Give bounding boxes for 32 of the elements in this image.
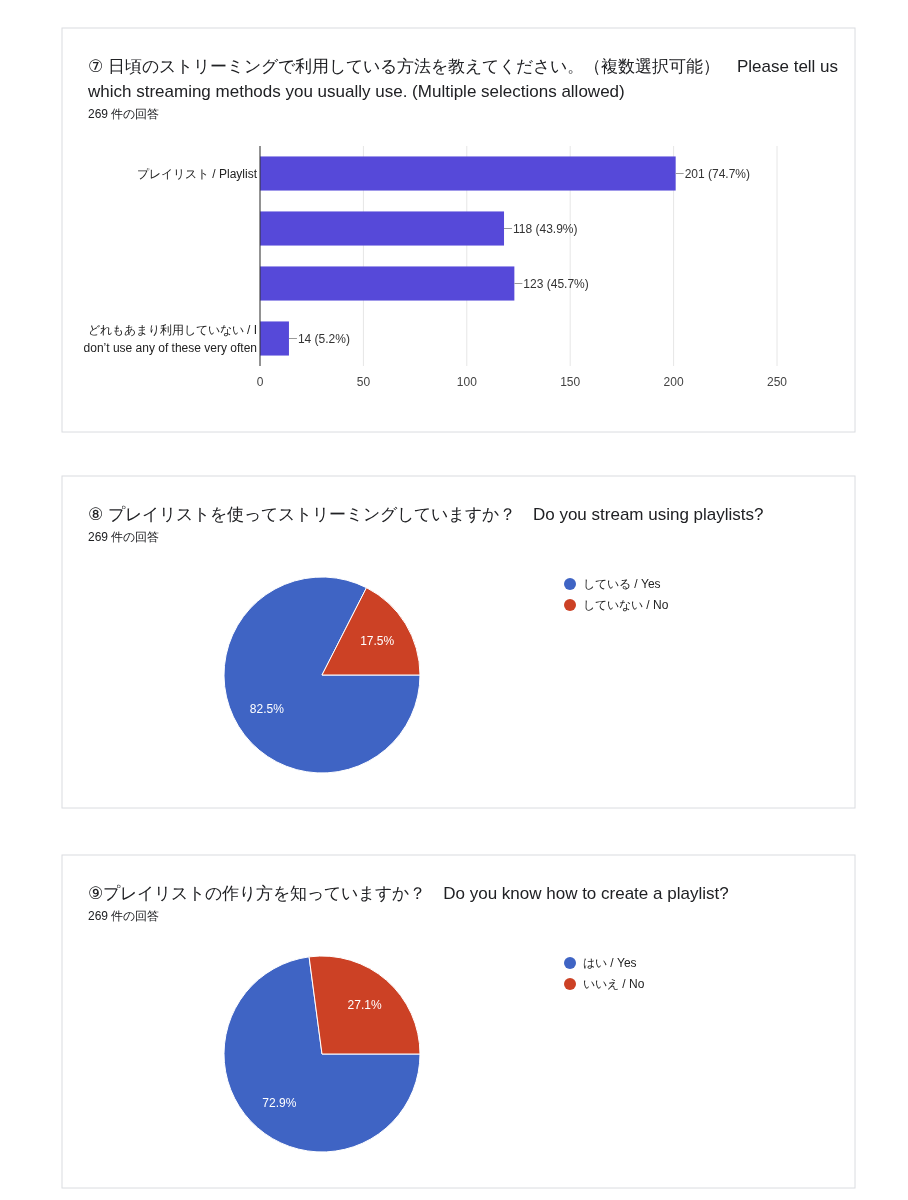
data-label: 14 (5.2%) bbox=[297, 331, 350, 346]
text: 269 件の回答 bbox=[88, 107, 160, 121]
data-label: 82.5% bbox=[249, 701, 285, 716]
bar bbox=[260, 156, 676, 191]
pie-slice bbox=[223, 576, 421, 774]
x-tick-label: 0 bbox=[256, 375, 264, 389]
x-tick-label: 250 bbox=[766, 375, 788, 389]
y-tick-label: プレイリスト / Playlist bbox=[136, 166, 258, 181]
bar bbox=[260, 266, 515, 301]
legend-label: していない / No bbox=[583, 598, 669, 612]
data-label: 118 (43.9%) bbox=[513, 221, 578, 236]
x-tick-label: 150 bbox=[560, 375, 581, 389]
chart-title: ⑨プレイリストの作り方を知っていますか？ Do you know how to create a playlist? bbox=[88, 884, 729, 903]
data-label: 27.1% bbox=[347, 998, 382, 1013]
bar bbox=[260, 211, 505, 246]
x-tick-label: 100 bbox=[456, 375, 478, 389]
x-tick-label: 50 bbox=[356, 375, 371, 389]
chart-title: ⑦ 日頃のストリーミングで利用している方法を教えてください。（複数選択可能） Please tell us which streaming methods you usually use. (Multiple selections allowed) bbox=[87, 57, 839, 101]
data-label: 201 (74.7%) bbox=[684, 166, 751, 181]
bar bbox=[260, 321, 289, 356]
pie-slice bbox=[223, 956, 421, 1153]
chart-title: ⑧ プレイリストを使ってストリーミングしていますか？ Do you stream using playlists? bbox=[88, 505, 764, 524]
data-label: 72.9% bbox=[262, 1095, 297, 1110]
legend-label: はい / Yes bbox=[583, 956, 637, 970]
x-tick-label: 200 bbox=[663, 375, 684, 389]
data-label: 123 (45.7%) bbox=[523, 276, 589, 291]
legend-label: している / Yes bbox=[583, 577, 661, 591]
legend-label: いいえ / No bbox=[583, 977, 645, 991]
y-tick-label: どれもあまり利用していない / I don’t use any of these very often bbox=[83, 322, 257, 355]
text: 269 件の回答 bbox=[88, 530, 160, 544]
data-label: 17.5% bbox=[360, 634, 395, 649]
text: 269 件の回答 bbox=[88, 909, 160, 923]
